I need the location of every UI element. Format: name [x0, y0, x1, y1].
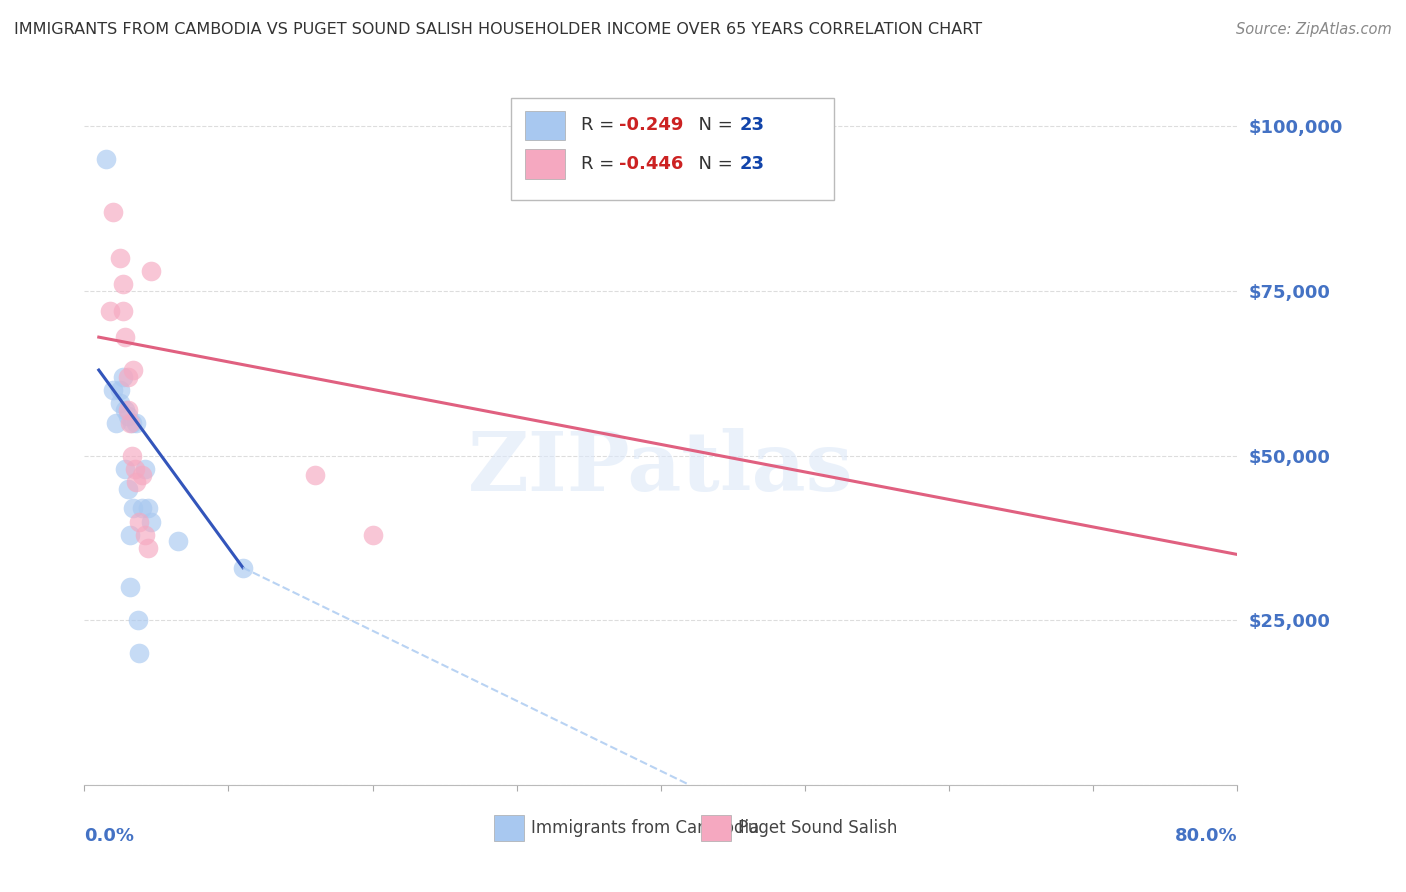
- Point: [117, 482, 139, 496]
- Point: [139, 264, 162, 278]
- Point: [117, 409, 139, 424]
- Point: [114, 330, 136, 344]
- Point: [112, 303, 135, 318]
- Point: [110, 251, 132, 265]
- Text: 23: 23: [740, 116, 765, 135]
- Text: N =: N =: [688, 116, 738, 135]
- Point: [122, 363, 145, 377]
- Point: [112, 277, 135, 292]
- Point: [112, 369, 135, 384]
- Point: [117, 402, 139, 417]
- Point: [98, 303, 121, 318]
- Point: [103, 205, 124, 219]
- Point: [125, 416, 148, 430]
- Text: -0.446: -0.446: [619, 155, 683, 173]
- Point: [120, 581, 142, 595]
- FancyBboxPatch shape: [524, 111, 565, 140]
- Point: [232, 560, 254, 574]
- Point: [120, 416, 142, 430]
- Text: 80.0%: 80.0%: [1174, 827, 1237, 846]
- Point: [120, 527, 142, 541]
- Point: [304, 468, 326, 483]
- FancyBboxPatch shape: [702, 814, 731, 841]
- Point: [134, 527, 156, 541]
- Point: [131, 501, 153, 516]
- Point: [131, 468, 153, 483]
- Text: IMMIGRANTS FROM CAMBODIA VS PUGET SOUND SALISH HOUSEHOLDER INCOME OVER 65 YEARS : IMMIGRANTS FROM CAMBODIA VS PUGET SOUND …: [14, 22, 983, 37]
- Point: [114, 462, 136, 476]
- FancyBboxPatch shape: [494, 814, 523, 841]
- Text: ZIPatlas: ZIPatlas: [468, 428, 853, 508]
- Point: [127, 613, 149, 627]
- FancyBboxPatch shape: [524, 149, 565, 179]
- Point: [125, 475, 148, 489]
- Point: [117, 369, 139, 384]
- Point: [121, 449, 143, 463]
- Text: Immigrants from Cambodia: Immigrants from Cambodia: [530, 819, 759, 837]
- Text: 23: 23: [740, 155, 765, 173]
- Text: R =: R =: [581, 155, 620, 173]
- Text: Puget Sound Salish: Puget Sound Salish: [738, 819, 897, 837]
- Point: [110, 396, 132, 410]
- Point: [128, 646, 150, 660]
- Text: -0.249: -0.249: [619, 116, 683, 135]
- Text: N =: N =: [688, 155, 738, 173]
- Point: [124, 462, 146, 476]
- Point: [105, 416, 128, 430]
- Point: [128, 515, 150, 529]
- Point: [136, 501, 159, 516]
- Point: [121, 416, 143, 430]
- Point: [134, 462, 156, 476]
- Point: [94, 153, 117, 167]
- FancyBboxPatch shape: [510, 98, 834, 200]
- Point: [361, 527, 384, 541]
- Point: [167, 534, 190, 549]
- Point: [139, 515, 162, 529]
- Point: [122, 501, 145, 516]
- Point: [110, 383, 132, 397]
- Point: [103, 383, 124, 397]
- Point: [114, 402, 136, 417]
- Text: Source: ZipAtlas.com: Source: ZipAtlas.com: [1236, 22, 1392, 37]
- Point: [136, 541, 159, 555]
- Text: 0.0%: 0.0%: [84, 827, 135, 846]
- Text: R =: R =: [581, 116, 620, 135]
